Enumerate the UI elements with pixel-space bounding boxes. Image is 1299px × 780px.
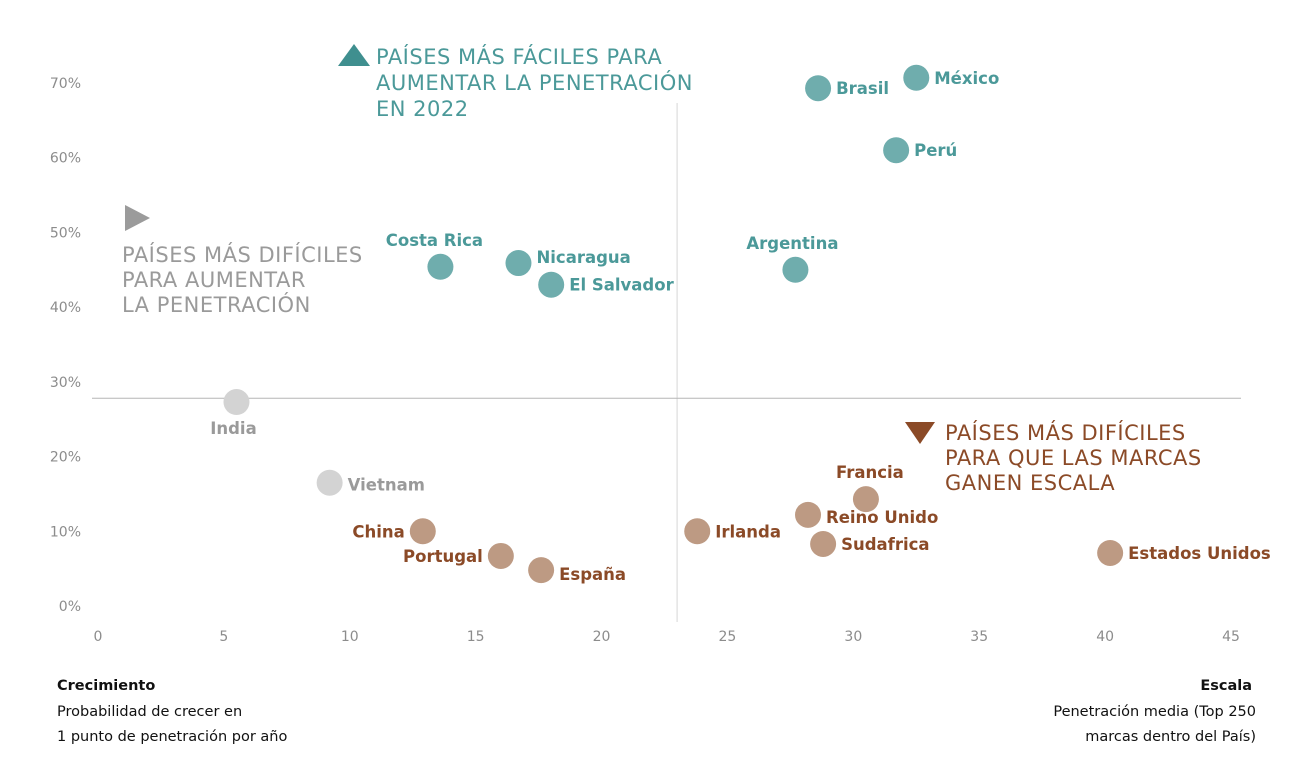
point-label-vietnam: Vietnam (348, 476, 425, 495)
x-tick-label: 5 (219, 629, 228, 645)
triangle-down-icon (905, 422, 935, 444)
y-axis-desc-line-1: Penetración media (Top 250 (1053, 704, 1256, 720)
y-tick-label: 70% (50, 76, 81, 92)
y-tick-label: 60% (50, 151, 81, 167)
point-label-espana: España (559, 565, 626, 584)
x-tick-label: 40 (1096, 629, 1114, 645)
x-axis-desc-line-2: 1 punto de penetración por año (57, 729, 287, 745)
point-label-reino-unido: Reino Unido (826, 508, 938, 527)
point-india (223, 389, 250, 416)
point-label-portugal: Portugal (403, 547, 483, 566)
y-tick-label: 10% (50, 524, 81, 540)
x-tick-label: 25 (719, 629, 737, 645)
point-brasil (805, 75, 832, 102)
x-tick-label: 30 (844, 629, 862, 645)
annotation-easy-line: EN 2022 (376, 97, 469, 121)
point-label-estados-unidos: Estados Unidos (1128, 544, 1271, 563)
y-tick-label: 0% (59, 599, 81, 615)
point-label-nicaragua: Nicaragua (536, 248, 630, 267)
x-tick-label: 45 (1222, 629, 1240, 645)
point-peru (883, 137, 910, 164)
annotation-scale-line: PAÍSES MÁS DIFÍCILES (945, 420, 1186, 445)
point-label-francia: Francia (836, 463, 904, 482)
x-tick-label: 35 (970, 629, 988, 645)
point-el-salvador (538, 271, 565, 298)
point-label-el-salvador: El Salvador (569, 276, 674, 295)
y-tick-label: 30% (50, 375, 81, 391)
triangle-right-icon (125, 205, 150, 231)
point-francia (852, 486, 879, 513)
point-label-india: India (210, 419, 257, 438)
y-tick-label: 50% (50, 225, 81, 241)
point-label-sudafrica: Sudafrica (841, 535, 929, 554)
x-tick-label: 10 (341, 629, 359, 645)
point-vietnam (316, 469, 343, 496)
annotation-growth-line: PARA AUMENTAR (122, 268, 306, 292)
y-tick-label: 20% (50, 450, 81, 466)
point-label-mexico: México (934, 69, 999, 88)
annotation-growth-line: LA PENETRACIÓN (122, 292, 311, 317)
point-label-peru: Perú (914, 141, 957, 160)
x-axis-title: Crecimiento (57, 678, 155, 694)
point-portugal (487, 542, 514, 569)
point-label-argentina: Argentina (746, 234, 838, 253)
annotation-scale-line: GANEN ESCALA (945, 471, 1115, 495)
point-label-china: China (352, 522, 404, 541)
point-nicaragua (505, 250, 532, 277)
y-tick-label: 40% (50, 300, 81, 316)
point-label-brasil: Brasil (836, 79, 889, 98)
point-costa-rica (427, 253, 454, 280)
point-china (409, 518, 436, 545)
annotation-easy-line: PAÍSES MÁS FÁCILES PARA (376, 44, 662, 69)
point-sudafrica (810, 530, 837, 557)
x-tick-label: 15 (467, 629, 485, 645)
x-axis-desc-line-1: Probabilidad de crecer en (57, 704, 242, 720)
point-label-irlanda: Irlanda (715, 522, 781, 541)
annotation-easy-line: AUMENTAR LA PENETRACIÓN (376, 70, 693, 95)
point-mexico (903, 64, 930, 91)
y-axis-title: Escala (1200, 678, 1252, 694)
point-espana (528, 557, 555, 584)
point-argentina (782, 256, 809, 283)
point-estados-unidos (1097, 539, 1124, 566)
point-label-costa-rica: Costa Rica (386, 231, 483, 250)
annotation-scale-line: PARA QUE LAS MARCAS (945, 446, 1202, 470)
point-irlanda (684, 518, 711, 545)
y-axis-desc-line-2: marcas dentro del País) (1085, 729, 1256, 745)
annotation-growth-line: PAÍSES MÁS DIFÍCILES (122, 242, 363, 267)
triangle-up-icon (338, 44, 370, 66)
x-tick-label: 20 (593, 629, 611, 645)
point-reino-unido (795, 501, 822, 528)
x-tick-label: 0 (94, 629, 103, 645)
